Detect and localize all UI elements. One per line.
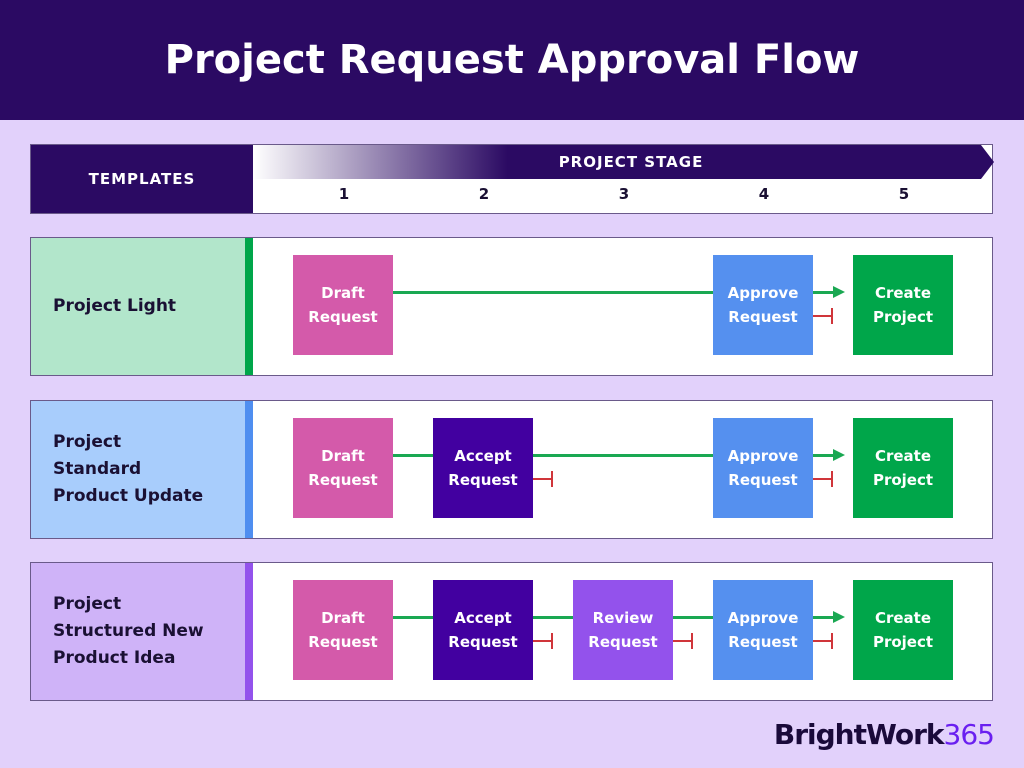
flow-connector xyxy=(813,616,833,619)
step-label: Draft Request xyxy=(308,609,378,651)
reject-connector xyxy=(813,478,831,480)
step-approve: Approve Request xyxy=(713,580,813,680)
template-row: Project Light Draft Request Approve Reques… xyxy=(30,237,993,376)
step-label: Create Project xyxy=(872,609,934,651)
arrow-head-icon xyxy=(833,611,845,623)
flow-connector xyxy=(813,291,833,294)
brightwork-logo: BrightWork365 xyxy=(773,718,995,751)
templates-label: TEMPLATES xyxy=(31,145,253,213)
stage-arrow xyxy=(253,145,981,179)
step-draft: Draft Request xyxy=(293,255,393,355)
template-row: Project Standard Product Update Draft Req… xyxy=(30,400,993,539)
step-approve: Approve Request xyxy=(713,255,813,355)
template-name: Project Structured New Product Idea xyxy=(31,563,245,700)
step-label: Draft Request xyxy=(308,447,378,489)
reject-connector xyxy=(813,315,831,317)
flow-connector xyxy=(533,616,573,619)
flow-connector xyxy=(393,291,713,294)
reject-connector xyxy=(813,640,831,642)
title-banner: Project Request Approval Flow xyxy=(0,0,1024,120)
template-row: Project Structured New Product Idea Draft… xyxy=(30,562,993,701)
step-draft: Draft Request xyxy=(293,580,393,680)
arrow-head-icon xyxy=(833,449,845,461)
step-label: Approve Request xyxy=(727,609,799,651)
template-stripe xyxy=(245,238,253,375)
stage-number: 1 xyxy=(338,185,350,203)
step-label: Review Request xyxy=(588,609,658,651)
step-label: Create Project xyxy=(872,447,934,489)
flow-connector xyxy=(673,616,713,619)
step-create: Create Project xyxy=(853,255,953,355)
reject-connector xyxy=(673,640,691,642)
template-stripe xyxy=(245,401,253,538)
template-name: Project Light xyxy=(31,238,245,375)
arrow-head-icon xyxy=(833,286,845,298)
stage-header: TEMPLATES PROJECT STAGE 1 2 3 4 5 xyxy=(30,144,994,214)
reject-bar-icon xyxy=(831,471,833,487)
logo-number: 365 xyxy=(943,718,995,751)
project-stage-label: PROJECT STAGE xyxy=(558,153,704,171)
stage-number: 3 xyxy=(618,185,630,203)
step-label: Draft Request xyxy=(308,284,378,326)
flow-connector xyxy=(393,616,433,619)
logo-word: BrightWork xyxy=(773,718,945,751)
reject-bar-icon xyxy=(831,308,833,324)
template-stripe xyxy=(245,563,253,700)
stage-number: 4 xyxy=(758,185,770,203)
reject-connector xyxy=(533,640,551,642)
step-accept: Accept Request xyxy=(433,418,533,518)
step-label: Create Project xyxy=(872,284,934,326)
step-draft: Draft Request xyxy=(293,418,393,518)
reject-bar-icon xyxy=(551,471,553,487)
reject-bar-icon xyxy=(551,633,553,649)
step-create: Create Project xyxy=(853,418,953,518)
flow-connector xyxy=(393,454,433,457)
arrow-tip-icon xyxy=(981,145,994,179)
reject-connector xyxy=(533,478,551,480)
stage-number: 5 xyxy=(898,185,910,203)
step-create: Create Project xyxy=(853,580,953,680)
step-review: Review Request xyxy=(573,580,673,680)
reject-bar-icon xyxy=(831,633,833,649)
step-label: Approve Request xyxy=(727,447,799,489)
template-name: Project Standard Product Update xyxy=(31,401,245,538)
flow-connector xyxy=(813,454,833,457)
stage-number: 2 xyxy=(478,185,490,203)
step-label: Accept Request xyxy=(448,609,518,651)
page-title: Project Request Approval Flow xyxy=(164,37,860,83)
step-approve: Approve Request xyxy=(713,418,813,518)
reject-bar-icon xyxy=(691,633,693,649)
step-label: Approve Request xyxy=(727,284,799,326)
flow-connector xyxy=(533,454,713,457)
step-accept: Accept Request xyxy=(433,580,533,680)
step-label: Accept Request xyxy=(448,447,518,489)
